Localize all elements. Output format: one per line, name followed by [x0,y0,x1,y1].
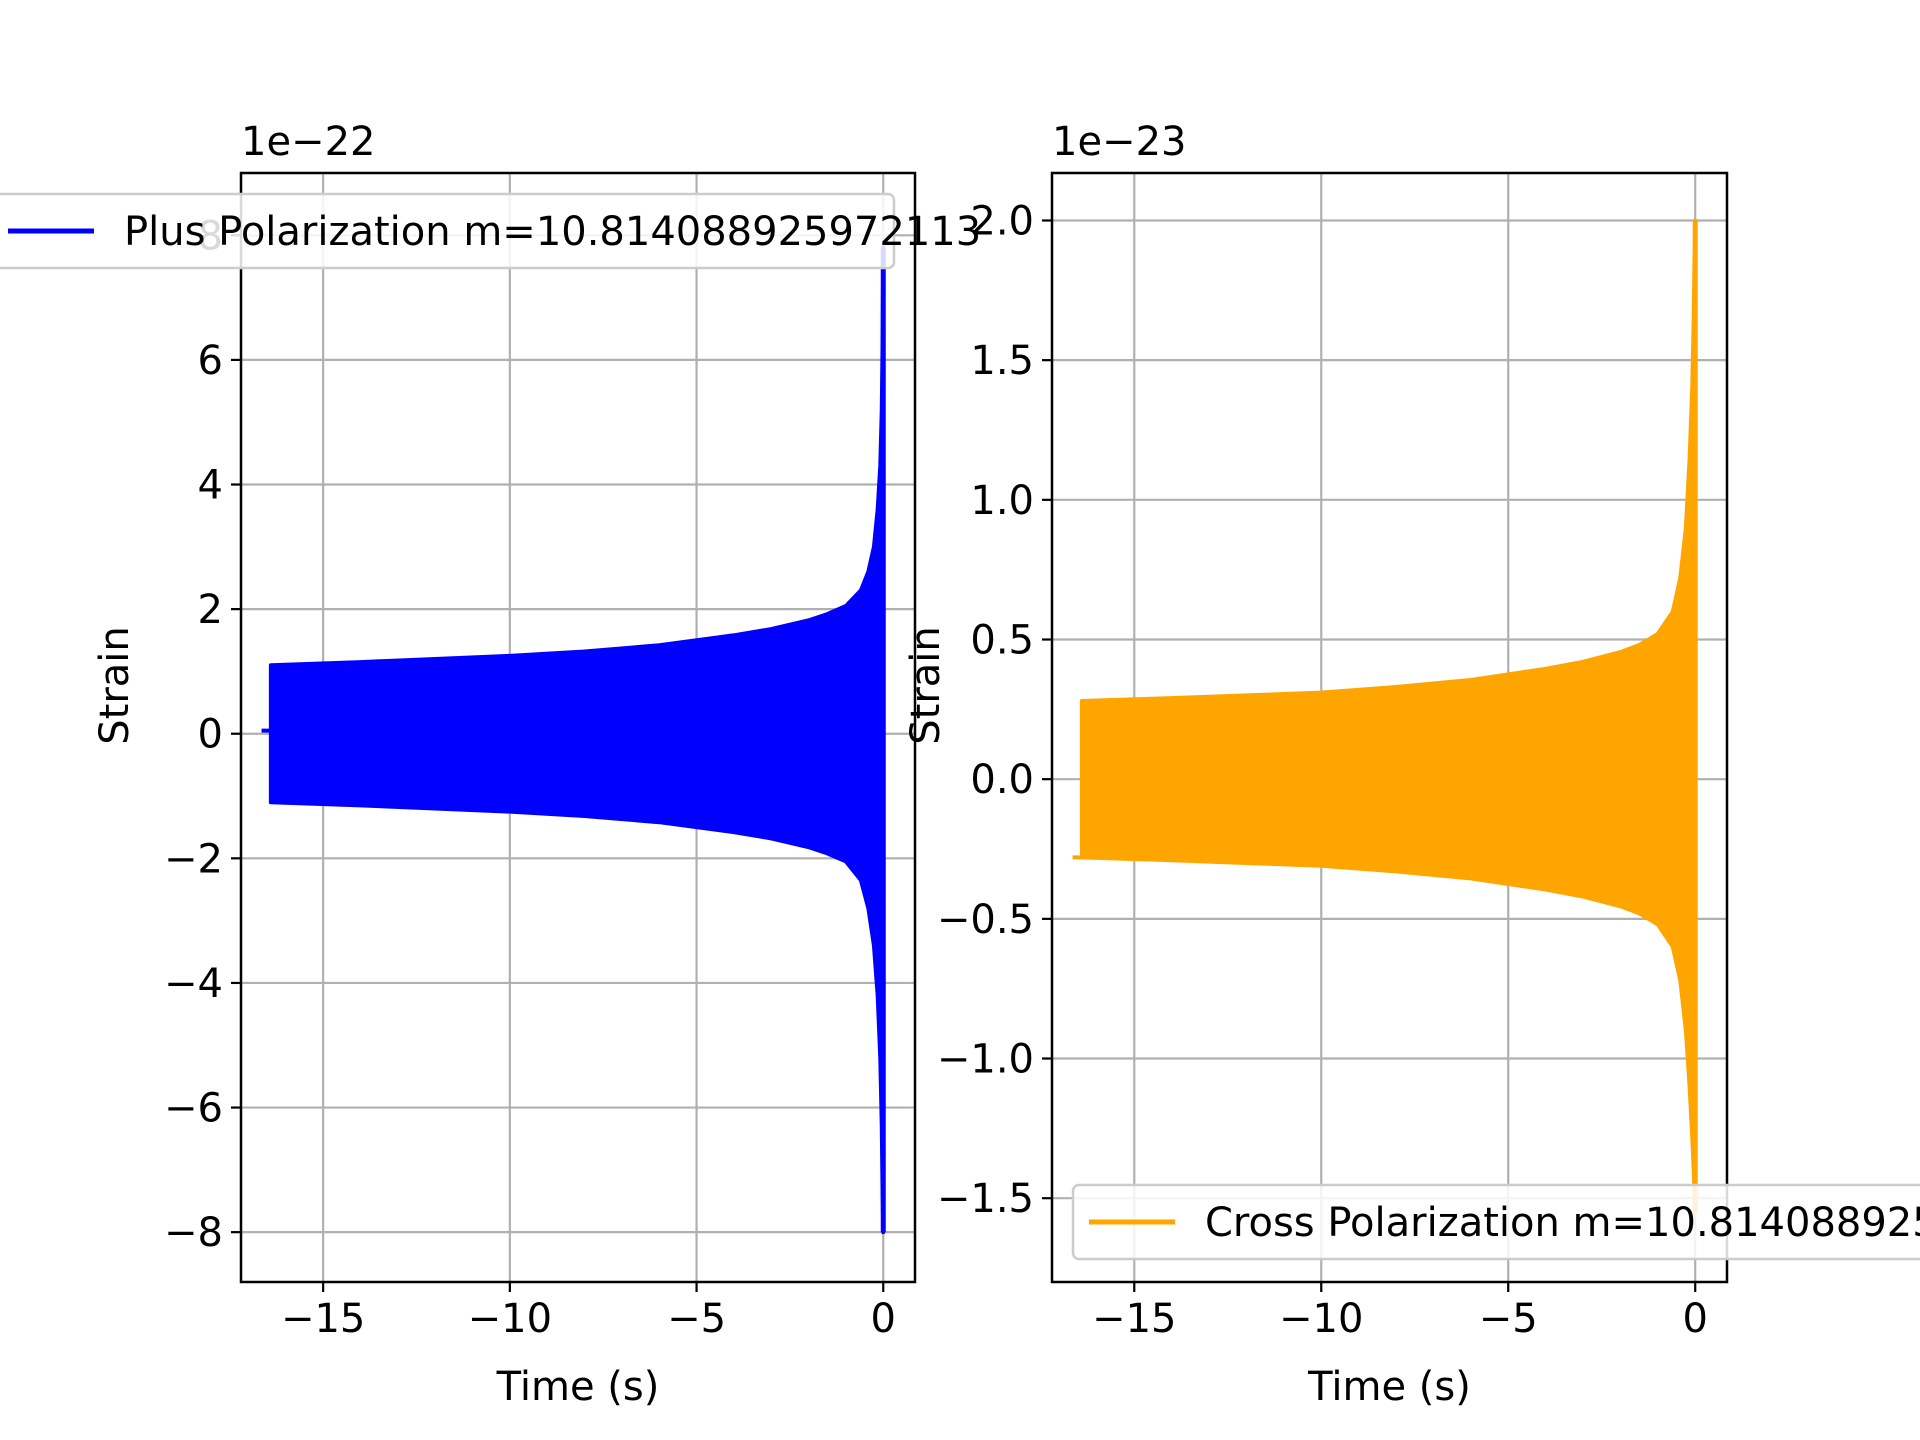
ticks: −15 −10 −5 0 −1.5 −1.0 −0.5 0.0 0.5 1.0 1.5 2.0 [937,198,1708,1342]
legend: Cross Polarization m=10.814088925972113 [1071,1183,1920,1261]
legend-label: Cross Polarization m=10.814088925972113 [1205,1200,1920,1246]
x-tick-label: −10 [468,1296,552,1342]
y-tick-label: 2 [198,587,223,633]
x-tick-label: 0 [871,1296,896,1342]
y-tick-label: −1.0 [937,1037,1034,1083]
legend-box [0,192,896,270]
axes-frame [239,171,917,1284]
y-tick-label: 6 [198,338,223,384]
y-tick-label: −1.5 [937,1176,1034,1222]
series-waveform [268,245,886,1235]
axes-frame [1050,171,1729,1284]
y-tick-label: 0.5 [970,618,1034,664]
ticks: −15−10−50−8−6−4−202468 [164,213,896,1342]
y-axis-label: Strain [92,626,138,745]
y-tick-label: 0 [198,712,223,758]
y-offset-label: 1e−22 [241,119,375,165]
x-tick-label: −5 [667,1296,726,1342]
y-tick-label: −8 [164,1210,223,1256]
y-tick-label: 1.0 [970,478,1034,524]
y-tick-label: 2.0 [970,198,1034,244]
cross-polarization-panel: −15 −10 −5 0 −1.5 −1.0 −0.5 0.0 0.5 1.0 1.5 2.0 1e−… [903,119,1920,1410]
legend: Plus Polarization m=10.814088925972113 [0,192,981,270]
y-tick-label: −0.5 [937,897,1034,943]
x-axis-label: Time (s) [496,1364,660,1410]
x-tick-label: −5 [1479,1296,1538,1342]
y-tick-label: 4 [198,463,223,509]
plus-polarization-panel: −15−10−50−8−6−4−202468 1e−22 Time (s) St… [0,119,981,1410]
x-tick-label: −10 [1279,1296,1363,1342]
y-tick-label: 1.5 [970,338,1034,384]
x-tick-label: −15 [281,1296,365,1342]
y-tick-label: −6 [164,1086,223,1132]
y-axis-label: Strain [903,626,949,745]
series-layer [261,245,886,1235]
legend-box [1071,1183,1920,1261]
legend-label: Plus Polarization m=10.814088925972113 [124,209,981,255]
x-tick-label: −15 [1092,1296,1176,1342]
y-tick-label: −4 [164,961,223,1007]
y-tick-label: −2 [164,836,223,882]
y-offset-label: 1e−23 [1052,119,1186,165]
y-tick-label: 0.0 [970,757,1034,803]
x-axis-label: Time (s) [1307,1364,1471,1410]
x-tick-label: 0 [1682,1296,1707,1342]
